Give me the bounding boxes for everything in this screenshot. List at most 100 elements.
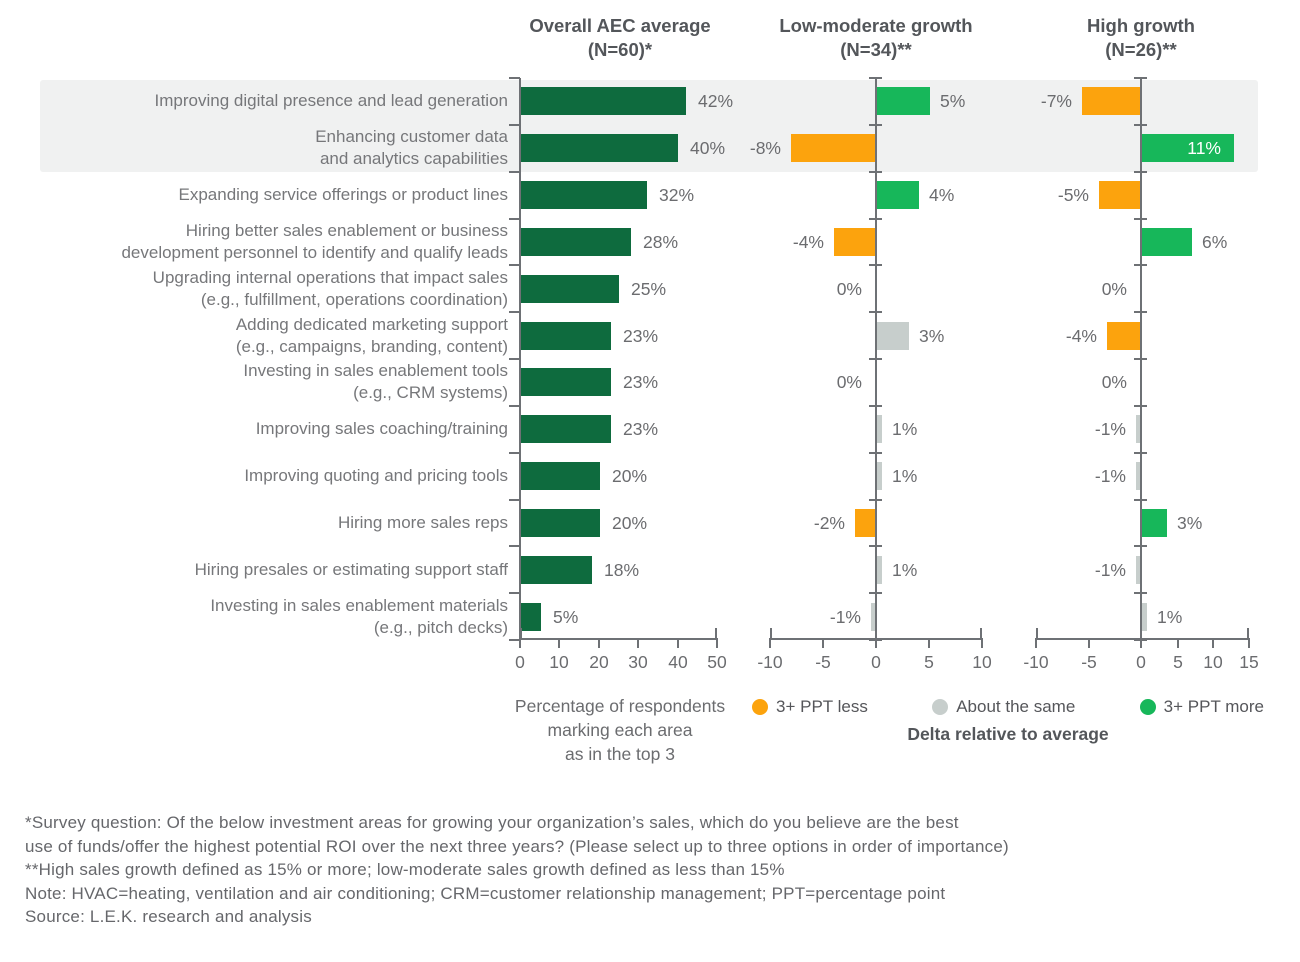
overall-bar — [521, 134, 678, 162]
high-growth-delta-bar — [1142, 603, 1147, 631]
row-label-line: Investing in sales enablement tools — [243, 361, 508, 380]
panel2-header: Low-moderate growth (N=34)** — [751, 14, 1001, 62]
panel3-axis-tick-label: 0 — [1136, 652, 1146, 672]
panel2-axis-tick-label: -10 — [757, 652, 783, 672]
panel1-header-title: Overall AEC average — [529, 15, 711, 36]
overall-value-label: 23% — [623, 326, 659, 346]
panel3-header-title: High growth — [1087, 15, 1195, 36]
panel3-axis-tick-label: 5 — [1173, 652, 1183, 672]
overall-value-label: 32% — [659, 185, 695, 205]
panel1-axis-tick-label: 30 — [628, 652, 648, 672]
high-growth-delta-value-label: -1% — [1094, 560, 1126, 580]
row-label-line: Upgrading internal operations that impac… — [152, 268, 508, 287]
high-growth-delta-value-label: -1% — [1094, 419, 1126, 439]
overall-bar — [521, 509, 600, 537]
legend-item-more: 3+ PPT more — [1139, 697, 1264, 717]
legend-item-same: About the same — [932, 697, 1075, 717]
panel3-row-tick — [1134, 358, 1147, 360]
high-growth-delta-value-label: 0% — [1101, 279, 1127, 299]
panel2-header-n: (N=34)** — [840, 39, 912, 60]
panel2-axis-tick-label: 10 — [972, 652, 992, 672]
panel3-row-tick — [1134, 218, 1147, 220]
overall-bar — [521, 87, 686, 115]
panel3-row-tick — [1134, 171, 1147, 173]
footnote-survey-question-line1: *Survey question: Of the below investmen… — [25, 813, 959, 832]
low-moderate-delta-bar — [871, 603, 876, 631]
high-growth-delta-bar — [1142, 509, 1167, 537]
row-label-line: Hiring more sales reps — [337, 513, 508, 532]
panel3-axis-tick-label: 15 — [1239, 652, 1259, 672]
high-growth-delta-bar — [1142, 228, 1192, 256]
panel1-axis-endcap-left — [520, 628, 522, 638]
overall-value-label: 5% — [553, 607, 579, 627]
overall-bar — [521, 228, 631, 256]
overall-value-label: 18% — [604, 560, 640, 580]
panel1-axis-tick — [558, 638, 560, 648]
low-moderate-delta-value-label: 5% — [940, 91, 966, 111]
high-growth-delta-value-label: -4% — [1065, 326, 1097, 346]
row-label: Adding dedicated marketing support (e.g.,… — [20, 314, 508, 358]
panel2-row-tick — [869, 77, 882, 79]
overall-value-label: 40% — [690, 138, 726, 158]
panel1-axis-tick-label: 40 — [668, 652, 688, 672]
footnotes: *Survey question: Of the below investmen… — [25, 811, 1287, 929]
high-growth-delta-value-label: -5% — [1057, 185, 1089, 205]
panel3-axis-tick — [1088, 638, 1090, 648]
panel3-axis-tick — [1140, 638, 1142, 648]
footnote-note-abbreviations: Note: HVAC=heating, ventilation and air … — [25, 883, 946, 903]
panel1-axis-tick — [519, 638, 521, 648]
row-label-line: development personnel to identify and qu… — [121, 243, 508, 262]
panel2-axis-tick — [875, 638, 877, 648]
low-moderate-delta-value-label: 1% — [892, 466, 918, 486]
row-label: Expanding service offerings or product l… — [20, 184, 508, 206]
panel2-row-tick — [869, 171, 882, 173]
footnote-source: Source: L.E.K. research and analysis — [25, 907, 312, 926]
row-label: Investing in sales enablement materials (… — [20, 595, 508, 639]
row-label-line: Enhancing customer data — [315, 127, 508, 146]
low-moderate-delta-value-label: 0% — [836, 279, 862, 299]
panel1-axis-tick-label: 50 — [707, 652, 727, 672]
panel1-row-tick — [509, 499, 520, 501]
overall-value-label: 23% — [623, 372, 659, 392]
low-moderate-delta-value-label: -4% — [792, 232, 824, 252]
overall-bar — [521, 415, 611, 443]
low-moderate-delta-value-label: 3% — [919, 326, 945, 346]
row-label: Investing in sales enablement tools (e.g.… — [20, 360, 508, 404]
panel1-row-tick — [509, 311, 520, 313]
panel1-row-tick — [509, 124, 520, 126]
panel3-row-tick — [1134, 77, 1147, 79]
overall-bar — [521, 181, 647, 209]
row-label-line: Adding dedicated marketing support — [235, 315, 508, 334]
overall-bar — [521, 322, 611, 350]
overall-value-label: 25% — [631, 279, 667, 299]
panel2-axis-endcap-right — [980, 628, 982, 638]
high-growth-delta-bar — [1136, 415, 1141, 443]
panel3-axis-tick — [1212, 638, 1214, 648]
panel1-axis-label-line2: marking each area — [547, 720, 693, 740]
panel1-axis-line — [520, 638, 717, 640]
overall-value-label: 23% — [623, 419, 659, 439]
overall-value-label: 42% — [698, 91, 734, 111]
high-growth-delta-value-label: 1% — [1157, 607, 1183, 627]
high-growth-delta-value-label: 0% — [1101, 372, 1127, 392]
legend-label-more: 3+ PPT more — [1163, 697, 1264, 716]
legend-label-less: 3+ PPT less — [776, 697, 868, 716]
row-label-line: (e.g., CRM systems) — [353, 383, 508, 402]
panel2-row-tick — [869, 545, 882, 547]
high-growth-delta-value-label: -7% — [1040, 91, 1072, 111]
panel2-axis-endcap-left — [770, 628, 772, 638]
panel1-row-tick — [509, 264, 520, 266]
panel1-axis-endcap-right — [715, 628, 717, 638]
row-label: Improving sales coaching/training — [20, 418, 508, 440]
low-moderate-delta-bar — [834, 228, 876, 256]
footnote-survey-question-line2: use of funds/offer the highest potential… — [25, 836, 1009, 856]
high-growth-delta-value-label: 11% — [1187, 138, 1221, 158]
panel3-axis-tick — [1248, 638, 1250, 648]
row-label-line: Hiring presales or estimating support st… — [194, 560, 508, 579]
panel3-row-tick — [1134, 499, 1147, 501]
panel2-row-tick — [869, 264, 882, 266]
delta-legend: 3+ PPT less About the same 3+ PPT more — [752, 697, 1264, 717]
panel1-row-tick — [509, 639, 520, 641]
row-label: Upgrading internal operations that impac… — [20, 267, 508, 311]
panel3-row-tick — [1134, 545, 1147, 547]
